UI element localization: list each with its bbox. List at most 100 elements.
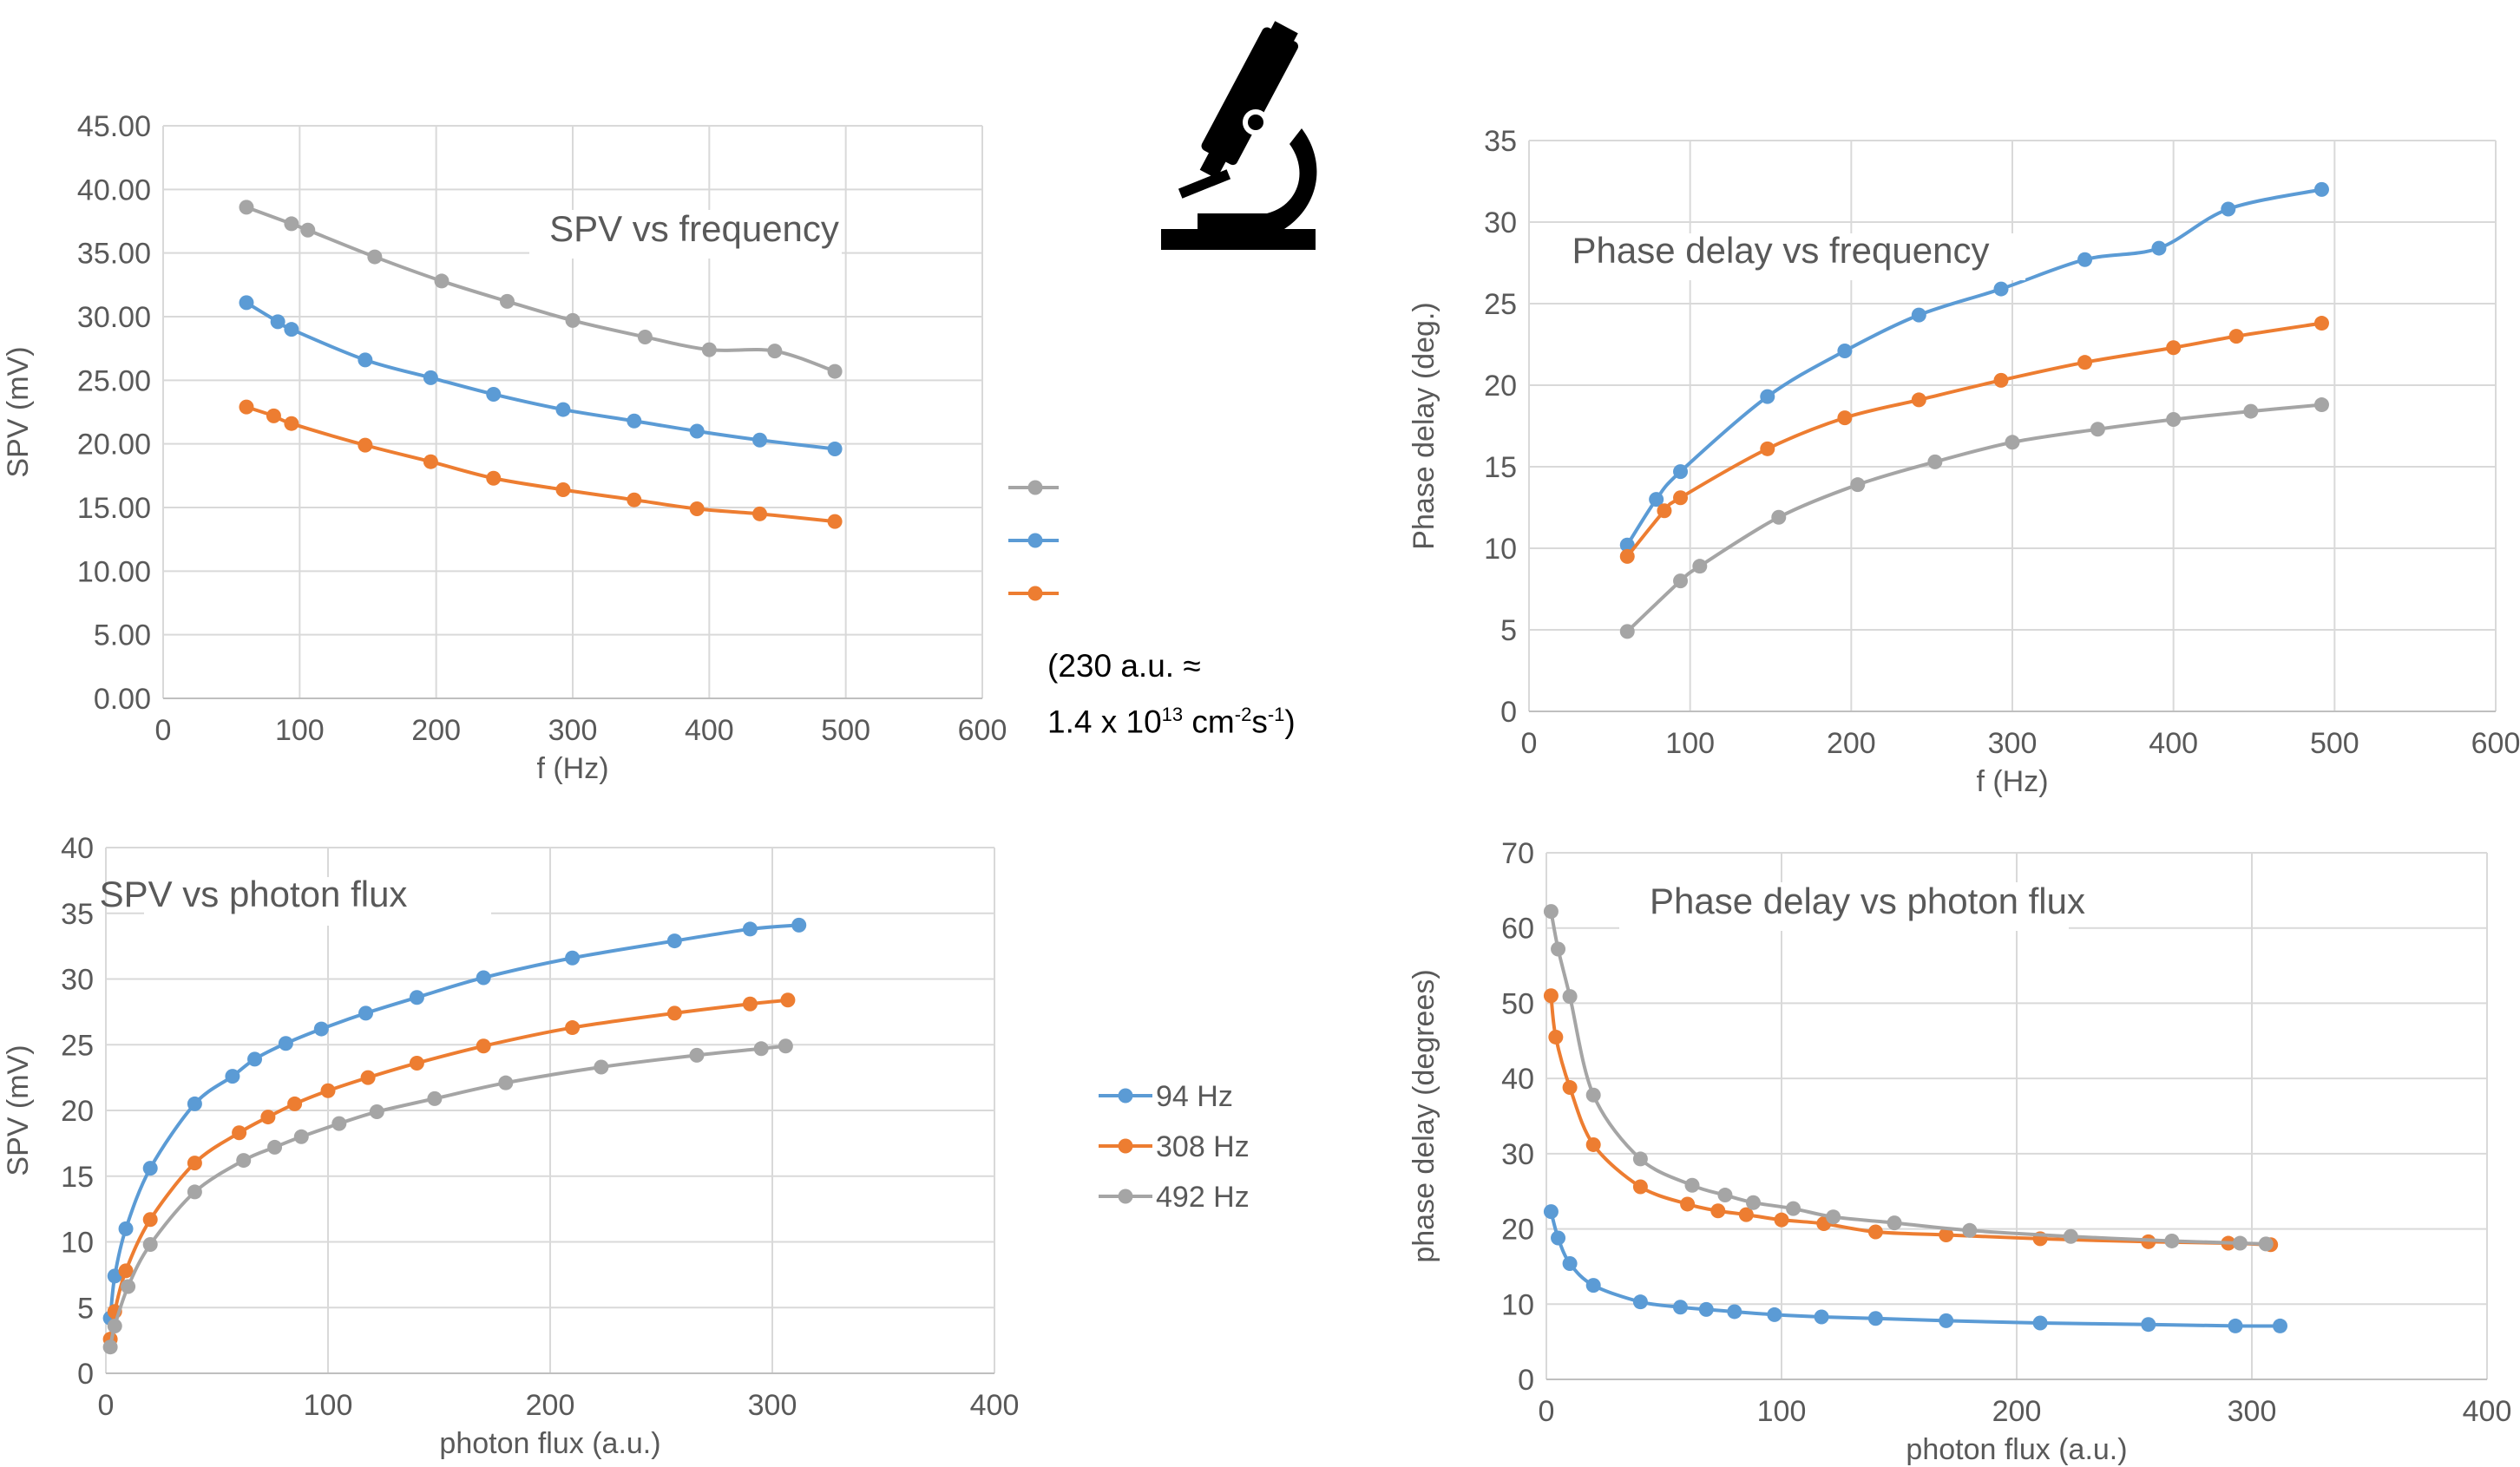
data-point xyxy=(1551,941,1566,957)
data-point xyxy=(118,1263,134,1279)
y-axis-title: Phase delay (deg.) xyxy=(1408,302,1440,549)
note-text: cm xyxy=(1183,704,1235,740)
data-point xyxy=(767,344,783,359)
data-point xyxy=(2032,1315,2048,1331)
data-point xyxy=(1673,490,1689,506)
y-tick-label: 0.00 xyxy=(94,683,151,716)
note-line-2: 1.4 x 1013 cm-2s-1) xyxy=(1047,691,1296,746)
y-tick-label: 40 xyxy=(61,832,94,865)
data-point xyxy=(2258,1236,2274,1252)
data-point xyxy=(2221,201,2236,217)
data-point xyxy=(827,514,843,529)
series-line xyxy=(1549,995,2271,1247)
x-tick-label: 100 xyxy=(1665,727,1715,760)
data-point xyxy=(225,1069,240,1084)
data-point xyxy=(1939,1228,1954,1243)
chart-title-background xyxy=(1548,233,2025,280)
data-point xyxy=(284,322,299,337)
data-point xyxy=(2273,1318,2288,1333)
legend-label: 94 Hz xyxy=(1156,1080,1233,1113)
data-point xyxy=(565,312,581,328)
y-tick-label: 5.00 xyxy=(94,619,151,652)
data-point xyxy=(293,1129,309,1144)
data-point xyxy=(1786,1201,1801,1216)
data-point xyxy=(232,1125,247,1141)
y-tick-label: 70 xyxy=(1501,837,1534,870)
y-tick-label: 10 xyxy=(1484,533,1517,566)
note-text: s xyxy=(1251,704,1268,740)
data-point xyxy=(142,1161,158,1176)
data-point xyxy=(637,329,653,344)
data-point xyxy=(689,1047,705,1063)
x-tick-label: 200 xyxy=(1992,1395,2042,1428)
data-point xyxy=(752,506,768,521)
y-tick-label: 10 xyxy=(1501,1288,1534,1321)
y-tick-label: 35.00 xyxy=(77,238,151,271)
data-point xyxy=(753,1041,769,1057)
data-point xyxy=(565,950,581,966)
y-tick-label: 0 xyxy=(1500,696,1517,729)
data-point xyxy=(107,1268,122,1284)
y-tick-label: 10 xyxy=(61,1227,94,1260)
note-text: ) xyxy=(1284,704,1296,740)
data-point xyxy=(102,1339,118,1355)
data-point xyxy=(360,1070,376,1085)
data-point xyxy=(2141,1317,2156,1333)
data-point xyxy=(1548,1029,1564,1045)
data-point xyxy=(369,1104,384,1120)
note-line-1: (230 a.u. ≈ xyxy=(1047,648,1201,684)
data-point xyxy=(2313,316,2329,331)
x-tick-label: 0 xyxy=(155,714,172,747)
data-point xyxy=(2313,397,2329,413)
data-point xyxy=(1993,372,2009,388)
legend-marker xyxy=(1118,1189,1133,1204)
y-tick-label: 5 xyxy=(1500,614,1517,647)
data-point xyxy=(1684,1177,1700,1193)
x-tick-label: 600 xyxy=(2471,727,2520,760)
legend-marker xyxy=(1027,480,1043,495)
x-tick-label: 300 xyxy=(548,714,598,747)
x-tick-label: 200 xyxy=(411,714,461,747)
series-line xyxy=(1625,403,2322,633)
series-line xyxy=(245,301,836,451)
x-tick-label: 100 xyxy=(304,1389,353,1422)
data-point xyxy=(121,1279,136,1294)
data-point xyxy=(1543,1204,1559,1220)
flux-conversion-note: (230 a.u. ≈ 1.4 x 1013 cm-2s-1) xyxy=(1047,642,1296,746)
data-point xyxy=(498,1075,514,1090)
data-point xyxy=(1585,1087,1601,1103)
data-point xyxy=(1939,1313,1954,1328)
data-point xyxy=(689,423,705,439)
data-point xyxy=(2228,1318,2243,1333)
y-tick-label: 20 xyxy=(1484,370,1517,403)
data-point xyxy=(1850,477,1866,493)
x-axis-title: photon flux (a.u.) xyxy=(1906,1433,2127,1466)
data-point xyxy=(1738,1207,1754,1222)
data-point xyxy=(1710,1203,1726,1219)
data-point xyxy=(1673,464,1689,480)
data-point xyxy=(1837,410,1853,426)
data-point xyxy=(1551,1230,1566,1246)
data-point xyxy=(1774,1212,1789,1228)
data-point xyxy=(1767,1307,1782,1322)
data-point xyxy=(239,200,254,215)
data-point xyxy=(142,1237,158,1253)
data-point xyxy=(266,408,281,423)
y-tick-label: 30 xyxy=(61,964,94,997)
data-point xyxy=(1717,1188,1733,1203)
data-point xyxy=(1760,441,1775,456)
x-tick-label: 400 xyxy=(685,714,734,747)
data-point xyxy=(666,1005,682,1021)
chart-spv-vs-frequency: 0.00 5.00 10.00 15.00 20.00 25.00 30.00 35.00 40… xyxy=(2,110,1059,785)
data-point xyxy=(118,1221,134,1236)
y-tick-label: 20.00 xyxy=(77,429,151,462)
series-line xyxy=(108,998,789,1339)
data-point xyxy=(367,249,383,265)
data-point xyxy=(287,1096,303,1111)
data-point xyxy=(409,1055,424,1071)
data-point xyxy=(236,1153,252,1169)
data-point xyxy=(2166,340,2182,356)
x-tick-label: 300 xyxy=(2228,1395,2277,1428)
data-point xyxy=(1680,1196,1696,1212)
y-axis-title: SPV (mV) xyxy=(2,346,35,477)
